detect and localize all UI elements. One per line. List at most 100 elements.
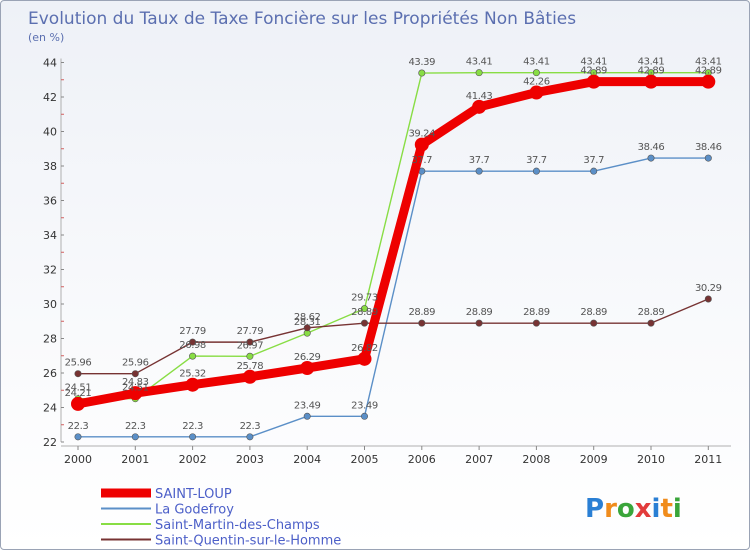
series-point-saint-quentin-sur-le-homme bbox=[475, 319, 483, 327]
data-label-saint-loup: 25.32 bbox=[179, 369, 206, 380]
series-point-saint-martin-des-champs bbox=[360, 305, 368, 313]
x-tick-label: 2011 bbox=[694, 453, 722, 466]
axes: 22 24 26 28 30 32 34 36 38 40 42 44 2000 2001 2002 2003… bbox=[43, 57, 731, 466]
series-point-saint-quentin-sur-le-homme bbox=[74, 370, 82, 378]
x-tick-label: 2009 bbox=[580, 453, 608, 466]
series-line-saint-martin-des-champs bbox=[77, 71, 709, 400]
data-label-saint-quentin-sur-le-homme: 28.89 bbox=[638, 307, 665, 318]
data-label-saint-loup: 26.82 bbox=[351, 343, 378, 354]
data-label-saint-martin-des-champs: 43.41 bbox=[523, 57, 550, 68]
y-tick-label: 40 bbox=[43, 126, 57, 139]
series-point-la-godefroy bbox=[532, 167, 540, 175]
logo-letter: o bbox=[617, 494, 635, 524]
series-point-saint-loup bbox=[529, 85, 544, 100]
data-label-la-godefroy: 37.7 bbox=[411, 155, 432, 166]
data-label-saint-martin-des-champs: 24.51 bbox=[65, 383, 92, 394]
legend-label-la-godefroy: La Godefroy bbox=[155, 503, 234, 518]
series-point-saint-quentin-sur-le-homme bbox=[360, 319, 368, 327]
y-tick-label: 30 bbox=[43, 298, 57, 311]
legend-label-saint-martin-des-champs: Saint-Martin-des-Champs bbox=[155, 518, 320, 533]
x-tick-label: 2010 bbox=[637, 453, 665, 466]
series-point-la-godefroy bbox=[647, 154, 655, 162]
chart-subtitle: (en %) bbox=[28, 31, 64, 44]
x-tick-label: 2001 bbox=[121, 453, 149, 466]
series-point-saint-loup bbox=[414, 137, 429, 152]
data-label-saint-loup: 42.89 bbox=[580, 66, 607, 77]
data-label-saint-quentin-sur-le-homme: 25.96 bbox=[122, 358, 149, 369]
data-labels: 22.3 22.3 22.3 22.3 23.49 23.49 37.7 37.7 37.7 37… bbox=[65, 57, 722, 432]
logo-letter: P bbox=[585, 494, 604, 524]
series-point-saint-quentin-sur-le-homme bbox=[189, 338, 197, 346]
data-label-saint-quentin-sur-le-homme: 27.79 bbox=[237, 326, 264, 337]
series-point-saint-loup bbox=[701, 74, 716, 89]
logo-letter: t bbox=[660, 494, 672, 524]
chart-title: Evolution du Taux de Taxe Foncière sur l… bbox=[28, 9, 576, 29]
series-point-saint-quentin-sur-le-homme bbox=[647, 319, 655, 327]
proxiti-wordmark: Proxiti bbox=[585, 494, 682, 524]
x-tick-label: 2000 bbox=[64, 453, 92, 466]
data-label-la-godefroy: 22.3 bbox=[240, 421, 261, 432]
data-label-la-godefroy: 22.3 bbox=[182, 421, 203, 432]
data-label-saint-loup: 42.89 bbox=[695, 66, 722, 77]
data-label-la-godefroy: 38.46 bbox=[638, 142, 665, 153]
x-tick-label: 2008 bbox=[522, 453, 550, 466]
series-point-la-godefroy bbox=[360, 412, 368, 420]
logo-letter: r bbox=[604, 494, 617, 524]
data-label-saint-loup: 25.78 bbox=[237, 361, 264, 372]
data-label-la-godefroy: 37.7 bbox=[583, 155, 604, 166]
series-point-la-godefroy bbox=[246, 433, 254, 441]
series-point-saint-loup bbox=[472, 99, 487, 114]
data-label-saint-quentin-sur-le-homme: 30.29 bbox=[695, 283, 722, 294]
data-label-la-godefroy: 37.7 bbox=[469, 155, 490, 166]
series-point-saint-martin-des-champs bbox=[532, 69, 540, 77]
logo-letter: i bbox=[652, 494, 661, 524]
series-point-saint-loup bbox=[128, 386, 143, 401]
series-point-la-godefroy bbox=[131, 433, 139, 441]
series-point-la-godefroy bbox=[303, 412, 311, 420]
y-tick-label: 42 bbox=[43, 91, 57, 104]
data-label-saint-martin-des-champs: 26.97 bbox=[237, 340, 264, 351]
y-tick-label: 26 bbox=[43, 367, 57, 380]
series-point-saint-loup bbox=[185, 377, 200, 392]
series-point-saint-quentin-sur-le-homme bbox=[590, 319, 598, 327]
series-point-saint-martin-des-champs bbox=[418, 69, 426, 77]
data-label-saint-martin-des-champs: 43.41 bbox=[695, 57, 722, 68]
data-label-saint-quentin-sur-le-homme: 28.89 bbox=[523, 307, 550, 318]
y-tick-label: 44 bbox=[43, 57, 57, 70]
y-tick-label: 34 bbox=[43, 229, 57, 242]
series-point-la-godefroy bbox=[189, 433, 197, 441]
y-tick-label: 32 bbox=[43, 264, 57, 277]
series-point-saint-martin-des-champs bbox=[475, 69, 483, 77]
series-point-la-godefroy bbox=[475, 167, 483, 175]
data-label-saint-martin-des-champs: 43.41 bbox=[638, 57, 665, 68]
data-label-saint-quentin-sur-le-homme: 27.79 bbox=[179, 326, 206, 337]
data-label-saint-martin-des-champs: 26.98 bbox=[179, 340, 206, 351]
data-label-saint-loup: 24.83 bbox=[122, 377, 149, 388]
data-label-saint-martin-des-champs: 29.73 bbox=[351, 293, 378, 304]
data-label-la-godefroy: 38.46 bbox=[695, 142, 722, 153]
series-line-saint-quentin-sur-le-homme bbox=[77, 298, 709, 375]
series-point-saint-loup bbox=[71, 396, 85, 411]
series-point-la-godefroy bbox=[704, 154, 712, 162]
x-tick-label: 2003 bbox=[236, 453, 264, 466]
series-point-la-godefroy bbox=[74, 433, 82, 441]
legend-label-saint-quentin-sur-le-homme: Saint-Quentin-sur-le-Homme bbox=[155, 534, 341, 549]
y-tick-label: 28 bbox=[43, 333, 57, 346]
data-label-saint-loup: 39.24 bbox=[408, 129, 435, 140]
series-point-saint-martin-des-champs bbox=[246, 352, 254, 360]
data-label-saint-martin-des-champs: 43.41 bbox=[580, 57, 607, 68]
x-tick-label: 2007 bbox=[465, 453, 493, 466]
data-label-saint-loup: 26.29 bbox=[294, 352, 321, 363]
x-tick-label: 2005 bbox=[351, 453, 379, 466]
data-label-la-godefroy: 37.7 bbox=[526, 155, 547, 166]
data-label-saint-loup: 41.43 bbox=[466, 91, 493, 102]
series-point-saint-quentin-sur-le-homme bbox=[418, 319, 426, 327]
series-line-saint-loup bbox=[73, 77, 713, 409]
series-point-saint-quentin-sur-le-homme bbox=[246, 338, 254, 346]
proxiti-logo: Proxiti bbox=[585, 494, 682, 524]
data-label-saint-loup: 42.89 bbox=[638, 66, 665, 77]
series-point-saint-quentin-sur-le-homme bbox=[532, 319, 540, 327]
data-label-saint-quentin-sur-le-homme: 25.96 bbox=[65, 358, 92, 369]
